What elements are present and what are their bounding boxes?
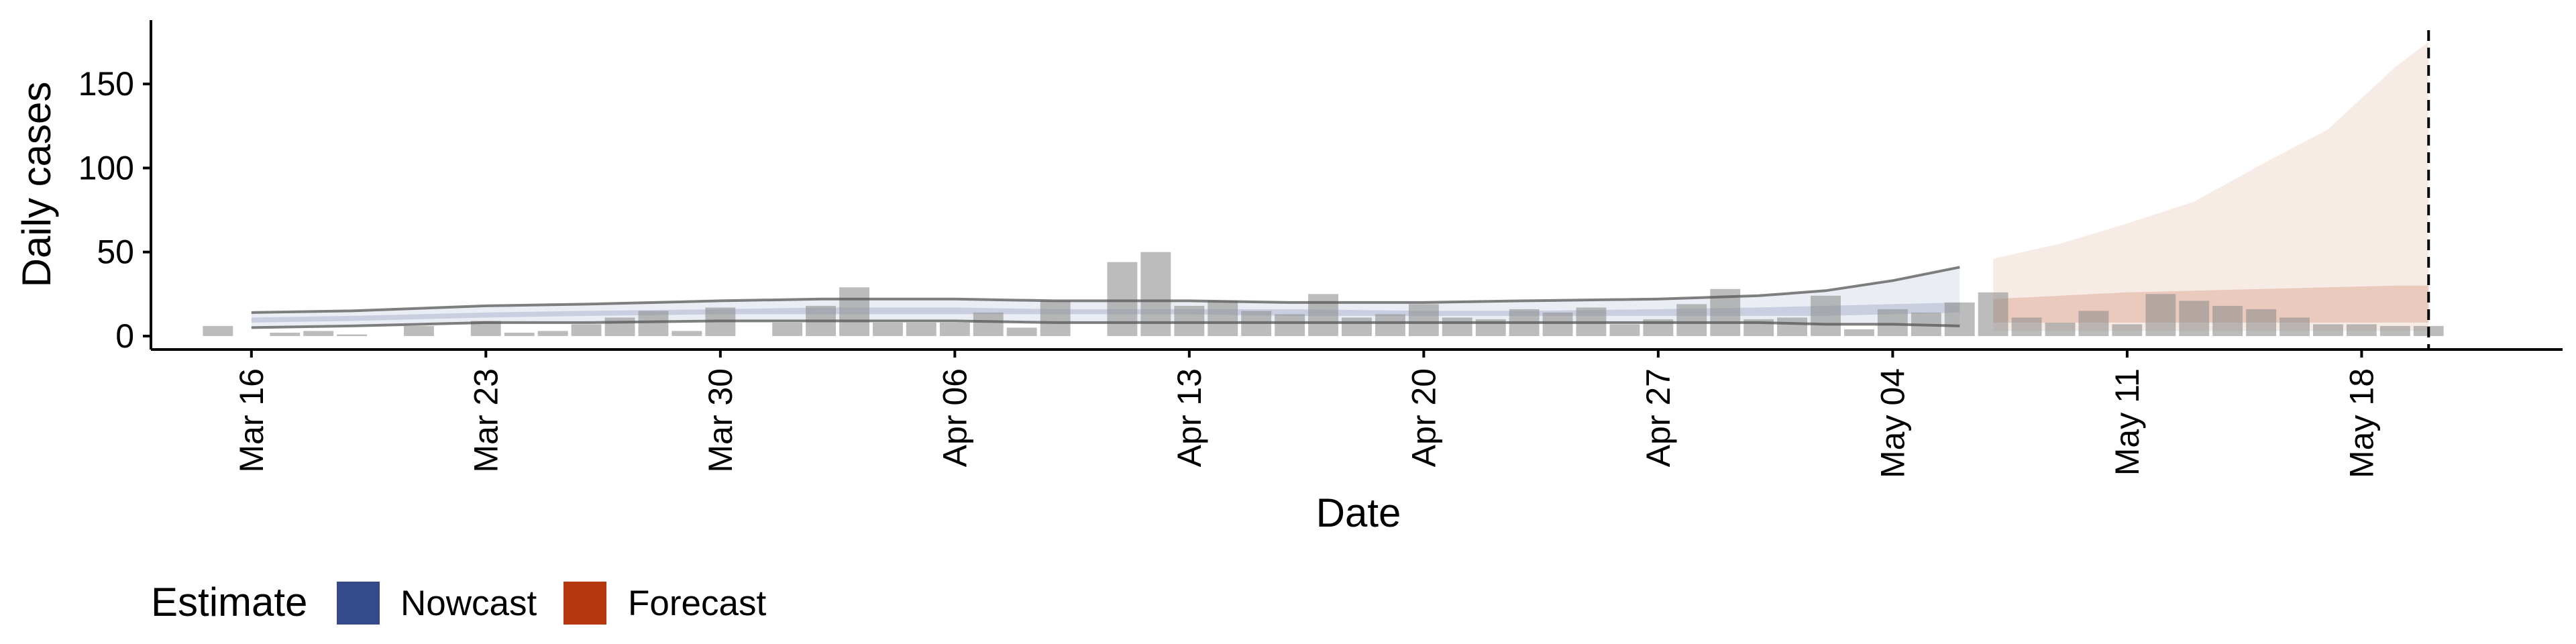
y-tick-label: 50 bbox=[97, 233, 134, 271]
y-axis-title: Daily cases bbox=[14, 82, 59, 288]
legend-label-nowcast: Nowcast bbox=[400, 584, 537, 623]
case-bar bbox=[1275, 314, 1305, 336]
case-bar bbox=[404, 325, 434, 336]
x-tick-label: Mar 30 bbox=[702, 368, 739, 473]
case-bar bbox=[537, 331, 568, 336]
case-bar bbox=[2011, 317, 2042, 336]
case-bar bbox=[1006, 327, 1037, 336]
case-bar bbox=[1877, 309, 1908, 336]
case-bar bbox=[1811, 295, 1841, 336]
forecast-band-90 bbox=[1993, 42, 2429, 331]
legend: Estimate Nowcast Forecast bbox=[151, 580, 766, 625]
case-bar bbox=[772, 322, 803, 336]
estimate-bands bbox=[251, 42, 2429, 331]
x-tick-label: May 04 bbox=[1874, 368, 1911, 478]
case-bar bbox=[2313, 324, 2343, 336]
y-axis-ticks: 0 50 100 150 bbox=[78, 65, 151, 355]
case-bar bbox=[973, 312, 1004, 336]
case-bar bbox=[504, 332, 535, 336]
case-bar bbox=[1375, 314, 1405, 336]
case-bar bbox=[1107, 262, 1138, 336]
case-bar bbox=[1342, 317, 1372, 336]
case-bar bbox=[2112, 324, 2143, 336]
reported-case-bars bbox=[203, 252, 2444, 336]
case-bar bbox=[337, 334, 367, 336]
nowcast-lower-line bbox=[251, 319, 1960, 329]
case-bar bbox=[1609, 324, 1640, 336]
x-tick-label: Apr 13 bbox=[1171, 368, 1208, 467]
x-tick-label: Apr 27 bbox=[1640, 368, 1677, 467]
case-bar bbox=[203, 325, 233, 336]
x-tick-label: Mar 16 bbox=[233, 368, 270, 473]
case-bar bbox=[1174, 305, 1205, 336]
legend-label-forecast: Forecast bbox=[628, 584, 766, 623]
case-bar bbox=[1442, 317, 1472, 336]
case-bar bbox=[2346, 324, 2377, 336]
x-tick-label: Apr 20 bbox=[1405, 368, 1442, 467]
legend-key-nowcast bbox=[337, 582, 380, 625]
case-bar bbox=[1040, 301, 1071, 336]
y-tick-label: 0 bbox=[115, 317, 134, 355]
case-bar bbox=[906, 322, 936, 336]
y-tick-label: 100 bbox=[78, 149, 134, 186]
case-bar bbox=[1542, 312, 1573, 336]
case-bar bbox=[2078, 311, 2109, 336]
case-bar bbox=[1777, 317, 1807, 336]
x-tick-label: May 11 bbox=[2108, 368, 2146, 476]
case-bar bbox=[1944, 302, 1975, 336]
x-axis-title: Date bbox=[1316, 490, 1401, 535]
case-bar bbox=[2179, 301, 2210, 336]
case-bar bbox=[470, 321, 501, 336]
case-bar bbox=[303, 331, 334, 336]
nowcast-upper-line bbox=[251, 266, 1960, 314]
case-bar bbox=[638, 311, 669, 336]
case-bar bbox=[2045, 322, 2076, 336]
case-bar bbox=[604, 317, 635, 336]
legend-title: Estimate bbox=[151, 580, 307, 625]
case-bar bbox=[2246, 309, 2277, 336]
case-bar bbox=[270, 332, 301, 336]
x-tick-label: Apr 06 bbox=[936, 368, 973, 467]
case-bar bbox=[1676, 304, 1707, 336]
case-bar bbox=[1308, 294, 1338, 336]
case-bar bbox=[2212, 305, 2243, 336]
x-tick-label: Mar 23 bbox=[467, 368, 504, 473]
case-bar bbox=[1208, 301, 1238, 336]
case-bar bbox=[2379, 325, 2410, 336]
x-tick-label: May 18 bbox=[2343, 368, 2380, 478]
case-bar bbox=[672, 331, 702, 336]
case-bar bbox=[873, 322, 903, 336]
case-bar bbox=[2279, 317, 2310, 336]
case-bar bbox=[1844, 329, 1874, 336]
case-bar bbox=[2145, 294, 2176, 336]
y-tick-label: 150 bbox=[78, 65, 134, 103]
case-bar bbox=[839, 287, 869, 336]
case-bar bbox=[571, 324, 602, 336]
case-bar bbox=[939, 322, 970, 336]
case-bar bbox=[1408, 304, 1439, 336]
legend-key-forecast bbox=[564, 582, 606, 625]
x-axis-ticks: Mar 16 Mar 23 Mar 30 Apr 06 Apr 13 Apr 20 Apr … bbox=[233, 350, 2380, 478]
nowcast-band-50 bbox=[251, 302, 1960, 323]
interval-lines bbox=[251, 266, 1960, 329]
case-bar bbox=[1978, 292, 2008, 336]
